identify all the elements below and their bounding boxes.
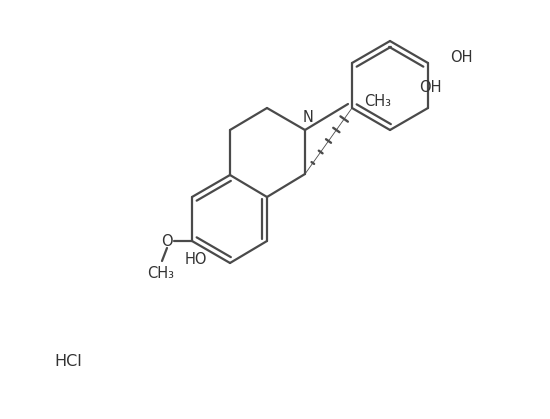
Text: HO: HO <box>184 253 207 267</box>
Text: N: N <box>302 111 313 126</box>
Text: O: O <box>161 233 173 248</box>
Text: OH: OH <box>419 80 441 96</box>
Text: OH: OH <box>450 51 472 65</box>
Text: HCl: HCl <box>54 354 82 368</box>
Text: CH₃: CH₃ <box>147 266 174 282</box>
Text: CH₃: CH₃ <box>364 93 391 109</box>
